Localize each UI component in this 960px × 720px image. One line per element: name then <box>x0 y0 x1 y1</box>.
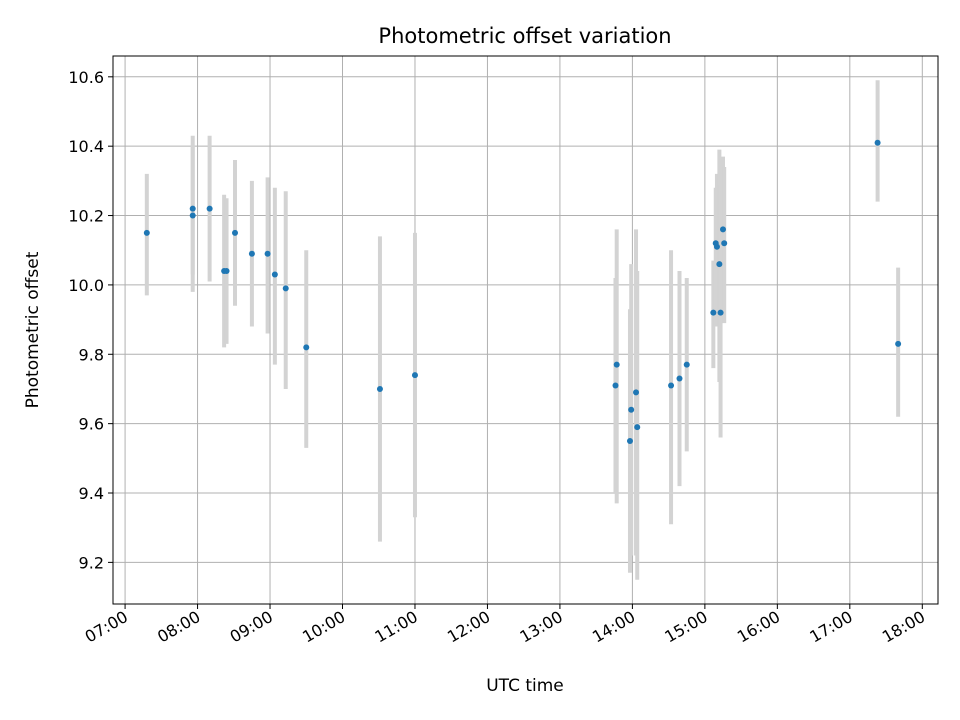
y-tick-label: 9.6 <box>79 415 104 434</box>
data-point <box>683 361 690 368</box>
plot-frame <box>112 55 939 605</box>
data-point <box>189 205 196 212</box>
y-tick-label: 9.2 <box>79 553 104 572</box>
y-tick-label: 10.4 <box>68 137 104 156</box>
data-point <box>874 139 881 146</box>
x-axis-label: UTC time <box>486 676 564 696</box>
data-point <box>634 424 641 431</box>
data-point <box>719 226 726 233</box>
y-tick-label: 9.8 <box>79 345 104 364</box>
data-point <box>626 437 633 444</box>
y-tick-label: 10.0 <box>68 276 104 295</box>
data-point <box>710 309 717 316</box>
data-point <box>717 309 724 316</box>
data-point <box>628 406 635 413</box>
data-point <box>264 250 271 257</box>
data-point <box>189 212 196 219</box>
data-point <box>223 268 230 275</box>
data-point <box>721 240 728 247</box>
y-axis-label: Photometric offset <box>23 251 43 408</box>
point-layer <box>143 139 902 444</box>
data-point <box>271 271 278 278</box>
data-point <box>143 229 150 236</box>
data-point <box>282 285 289 292</box>
data-point <box>231 229 238 236</box>
data-point <box>668 382 675 389</box>
data-point <box>376 385 383 392</box>
data-point <box>676 375 683 382</box>
data-point <box>612 382 619 389</box>
y-tick-label: 10.6 <box>68 68 104 87</box>
data-point <box>633 389 640 396</box>
y-tick-label: 10.2 <box>68 207 104 226</box>
chart-title: Photometric offset variation <box>378 24 671 48</box>
data-point <box>206 205 213 212</box>
data-point <box>411 372 418 379</box>
data-point <box>716 261 723 268</box>
data-point <box>613 361 620 368</box>
y-tick-label: 9.4 <box>79 484 104 503</box>
data-point <box>303 344 310 351</box>
data-point <box>895 340 902 347</box>
data-point <box>248 250 255 257</box>
grid-layer <box>113 56 938 604</box>
data-point <box>713 243 720 250</box>
